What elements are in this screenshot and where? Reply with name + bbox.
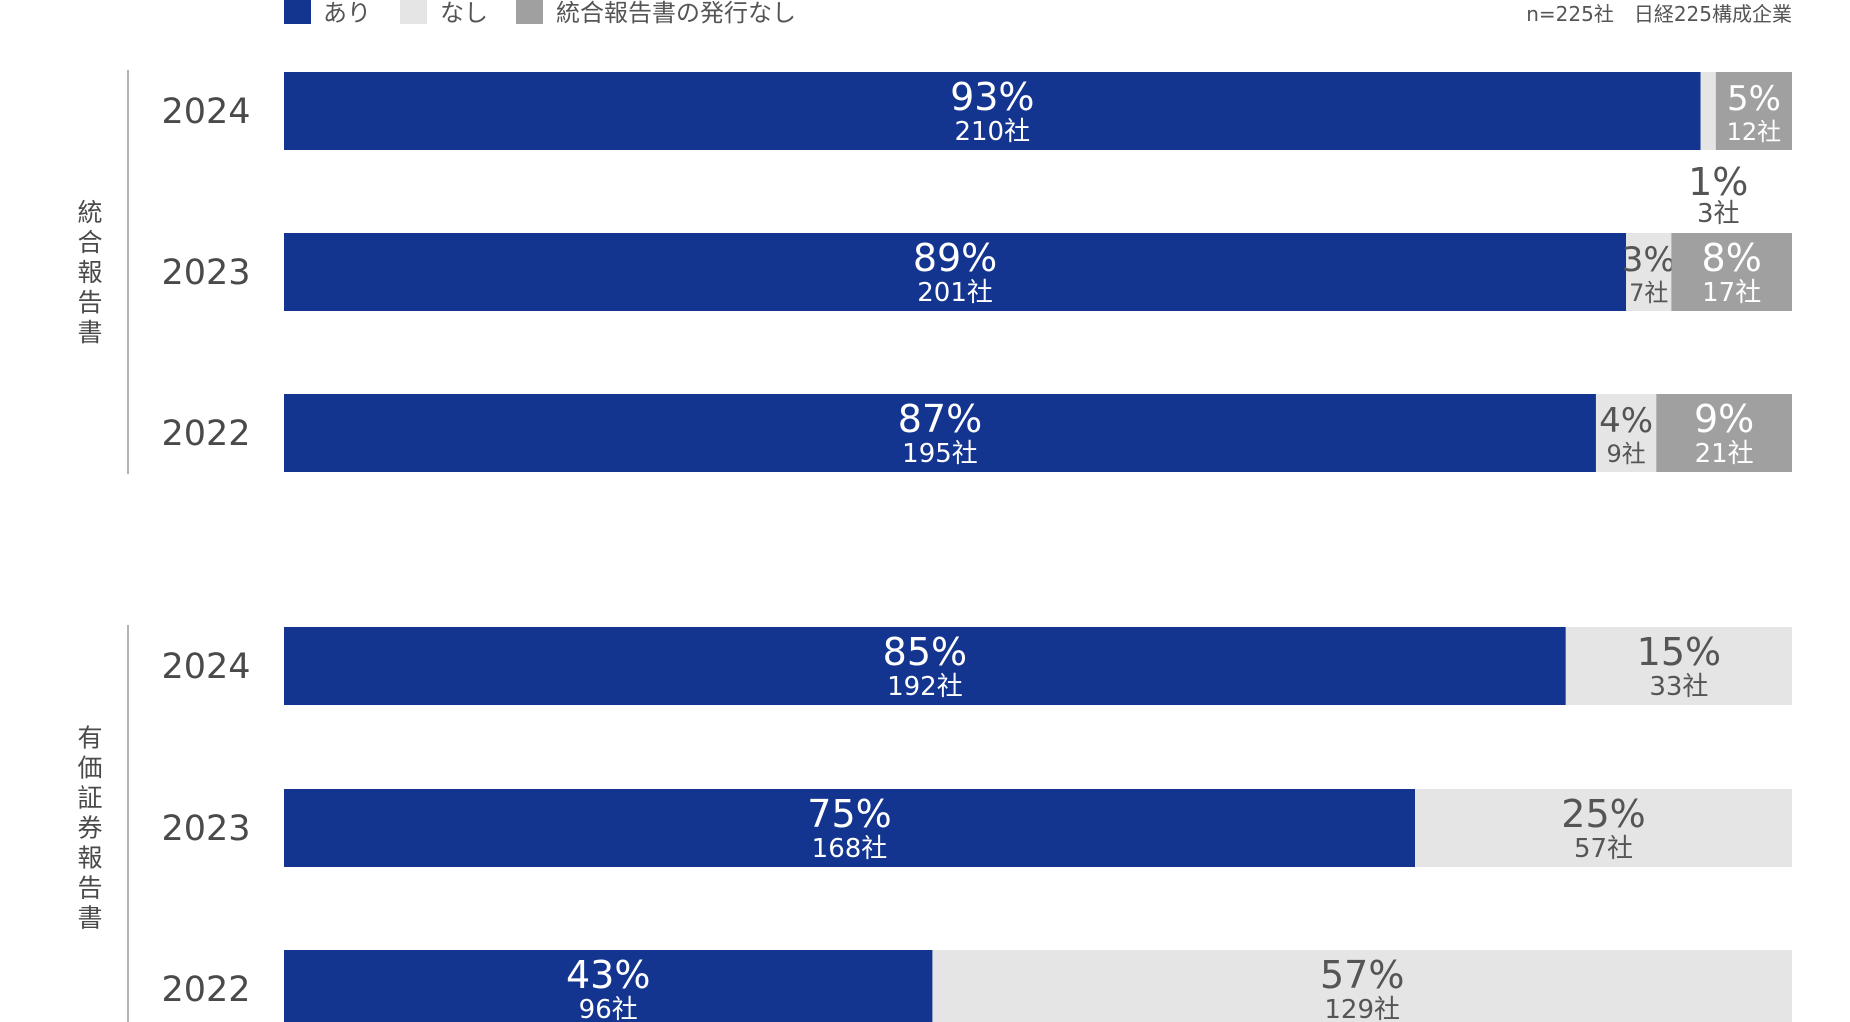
group-label-char: 価	[77, 754, 102, 783]
bar-count-label: 3社	[1697, 199, 1740, 229]
bar-count-label: 195社	[902, 439, 978, 469]
bar-segment	[284, 72, 1701, 150]
bar-value-label: 57%	[1320, 953, 1404, 997]
year-label: 2024	[161, 647, 250, 687]
bar-value-label: 15%	[1637, 630, 1721, 674]
sample-note: n=225社 日経225構成企業	[1526, 2, 1792, 26]
legend: あり なし 統合報告書の発行なし	[284, 0, 796, 27]
group-label-char: 券	[77, 814, 102, 843]
bar-segment	[1565, 627, 1792, 705]
bar-segment	[1671, 233, 1792, 311]
legend-swatch-nashi	[400, 0, 427, 24]
bar-value-label: 93%	[950, 75, 1034, 119]
bar-value-label: 8%	[1702, 236, 1762, 280]
group-label-char: 書	[77, 318, 102, 347]
bar-segment	[1595, 394, 1657, 472]
bar-value-label: 5%	[1727, 79, 1781, 119]
bar-count-label: 12社	[1727, 118, 1782, 146]
bar-count-label: 129社	[1324, 995, 1400, 1022]
bar-count-label: 57社	[1574, 834, 1633, 864]
group-label-char: 有	[77, 724, 102, 753]
group-label-char: 報	[77, 844, 102, 873]
group-label-char: 告	[77, 288, 102, 317]
bar-count-label: 210社	[954, 117, 1030, 147]
legend-swatch-ari	[284, 0, 311, 24]
bar-count-label: 17社	[1702, 278, 1761, 308]
group-label-char: 告	[77, 874, 102, 903]
bar-value-label: 3%	[1622, 240, 1676, 280]
bar-count-label: 9社	[1606, 440, 1645, 468]
group-label-char: 書	[77, 904, 102, 933]
year-label: 2022	[161, 970, 250, 1010]
bar-segment	[1715, 72, 1792, 150]
bar-value-label: 25%	[1561, 792, 1645, 836]
bar-value-label: 75%	[807, 792, 891, 836]
bar-value-label: 4%	[1599, 401, 1653, 441]
legend-label-ari: あり	[323, 0, 371, 27]
bar-segment	[284, 233, 1627, 311]
legend-label-not-issued: 統合報告書の発行なし	[556, 0, 796, 27]
bar-segment	[284, 394, 1596, 472]
group-label-char: 証	[77, 784, 102, 813]
legend-swatch-not-issued	[516, 0, 543, 24]
legend-label-nashi: なし	[440, 0, 488, 27]
bar-count-label: 192社	[887, 672, 963, 702]
group-label-char: 統	[77, 198, 102, 227]
year-label: 2022	[161, 414, 250, 454]
bar-segment	[1626, 233, 1672, 311]
year-label: 2023	[161, 809, 250, 849]
bar-value-label: 87%	[898, 397, 982, 441]
group-label-char: 報	[77, 258, 102, 287]
bar-count-label: 21社	[1695, 439, 1754, 469]
bar-segment	[1415, 789, 1792, 867]
bar-count-label: 7社	[1629, 279, 1668, 307]
bar-segment	[1656, 394, 1792, 472]
group-label-char: 合	[77, 228, 102, 257]
bar-segment	[284, 627, 1566, 705]
bar-value-label: 43%	[566, 953, 650, 997]
bar-value-label: 9%	[1694, 397, 1754, 441]
bar-segment	[284, 789, 1415, 867]
bar-value-label: 89%	[913, 236, 997, 280]
bar-segment	[284, 950, 933, 1022]
bar-value-label: 85%	[883, 630, 967, 674]
bar-value-label: 1%	[1688, 160, 1748, 204]
bar-count-label: 96社	[579, 995, 638, 1022]
bar-count-label: 201社	[917, 278, 993, 308]
year-label: 2024	[161, 92, 250, 132]
bar-segment	[932, 950, 1792, 1022]
bar-count-label: 168社	[812, 834, 888, 864]
bar-count-label: 33社	[1649, 672, 1708, 702]
bar-segment	[1700, 72, 1716, 150]
year-label: 2023	[161, 253, 250, 293]
